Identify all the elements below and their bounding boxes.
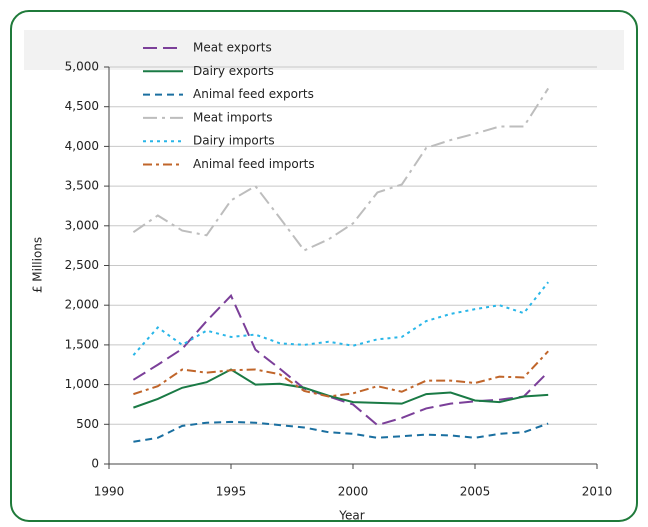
legend-label: Meat exports xyxy=(193,41,272,55)
legend-label: Animal feed imports xyxy=(193,157,315,171)
data-line xyxy=(133,420,549,443)
x-tick-label: 1995 xyxy=(216,485,247,499)
y-tick-label: 5,000 xyxy=(65,60,99,74)
y-tick-label: 500 xyxy=(76,417,99,431)
y-tick-label: 1,500 xyxy=(65,337,99,351)
x-tick-label: 2000 xyxy=(338,485,369,499)
legend-label: Dairy imports xyxy=(193,134,275,148)
data-line xyxy=(132,281,549,356)
y-tick-label: 1,000 xyxy=(65,377,99,391)
y-tick-label: 3,000 xyxy=(65,218,99,232)
data-line xyxy=(133,368,549,409)
y-tick-label: 0 xyxy=(91,457,99,471)
x-tick-label: 2010 xyxy=(582,485,613,499)
y-axis-label: £ Millions xyxy=(31,237,45,293)
legend-label: Meat imports xyxy=(193,110,272,124)
y-tick-label: 2,000 xyxy=(65,298,99,312)
data-line xyxy=(132,87,550,252)
legend-label: Dairy exports xyxy=(193,64,274,78)
legend-label: Animal feed exports xyxy=(193,87,314,101)
data-line xyxy=(133,350,549,398)
y-tick-label: 4,000 xyxy=(65,139,99,153)
y-tick-label: 2,500 xyxy=(65,258,99,272)
y-tick-label: 3,500 xyxy=(65,179,99,193)
y-tick-label: 4,500 xyxy=(65,99,99,113)
x-tick-label: 2005 xyxy=(460,485,491,499)
x-axis-label: Year xyxy=(338,509,364,523)
x-tick-label: 1990 xyxy=(94,485,125,499)
header-band xyxy=(24,30,624,70)
